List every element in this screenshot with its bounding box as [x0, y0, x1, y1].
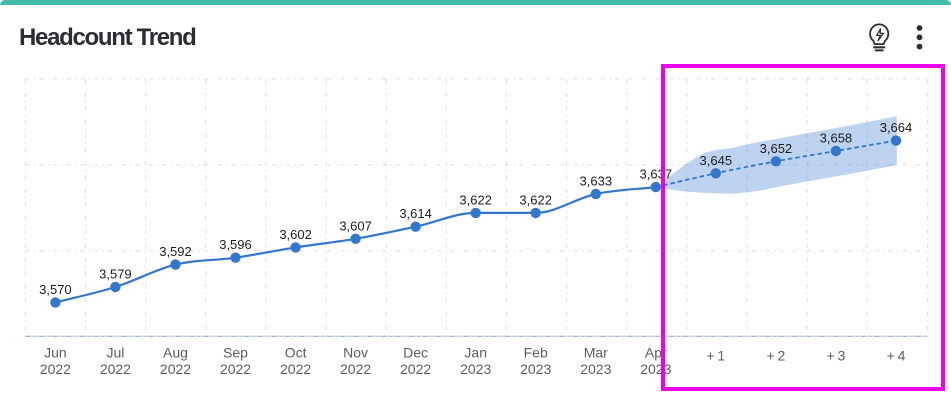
svg-text:Jun: Jun — [44, 345, 67, 361]
svg-text:Feb: Feb — [524, 345, 548, 361]
svg-text:2022: 2022 — [400, 361, 431, 377]
svg-text:+ 1: + 1 — [706, 348, 725, 364]
svg-text:3,622: 3,622 — [519, 192, 552, 207]
svg-text:Mar: Mar — [584, 345, 608, 361]
svg-text:+ 3: + 3 — [827, 348, 846, 364]
svg-text:3,592: 3,592 — [159, 244, 192, 259]
svg-text:Dec: Dec — [403, 345, 428, 361]
svg-text:2023: 2023 — [520, 361, 551, 377]
svg-text:Nov: Nov — [343, 345, 368, 361]
svg-text:3,596: 3,596 — [219, 237, 252, 252]
svg-text:Jul: Jul — [106, 345, 124, 361]
svg-text:3,633: 3,633 — [580, 174, 613, 189]
svg-text:3,602: 3,602 — [279, 227, 312, 242]
svg-text:2023: 2023 — [580, 361, 611, 377]
svg-text:2023: 2023 — [460, 361, 491, 377]
svg-text:3,579: 3,579 — [99, 267, 132, 282]
svg-text:Oct: Oct — [285, 345, 307, 361]
svg-text:2022: 2022 — [340, 361, 371, 377]
svg-text:2022: 2022 — [220, 361, 251, 377]
svg-text:3,607: 3,607 — [339, 218, 372, 233]
svg-text:+ 4: + 4 — [887, 348, 906, 364]
svg-text:2022: 2022 — [160, 361, 191, 377]
svg-text:3,658: 3,658 — [820, 131, 853, 146]
svg-text:3,614: 3,614 — [399, 206, 432, 221]
svg-text:3,645: 3,645 — [700, 153, 733, 168]
svg-text:2022: 2022 — [280, 361, 311, 377]
svg-text:Aug: Aug — [163, 345, 188, 361]
svg-text:+ 2: + 2 — [767, 348, 786, 364]
svg-text:Sep: Sep — [223, 345, 248, 361]
svg-text:2022: 2022 — [100, 361, 131, 377]
svg-text:3,570: 3,570 — [39, 282, 72, 297]
svg-text:Jan: Jan — [464, 345, 487, 361]
svg-text:3,664: 3,664 — [880, 120, 913, 135]
svg-text:3,652: 3,652 — [760, 141, 793, 156]
svg-text:3,622: 3,622 — [459, 192, 492, 207]
svg-text:2022: 2022 — [40, 361, 71, 377]
